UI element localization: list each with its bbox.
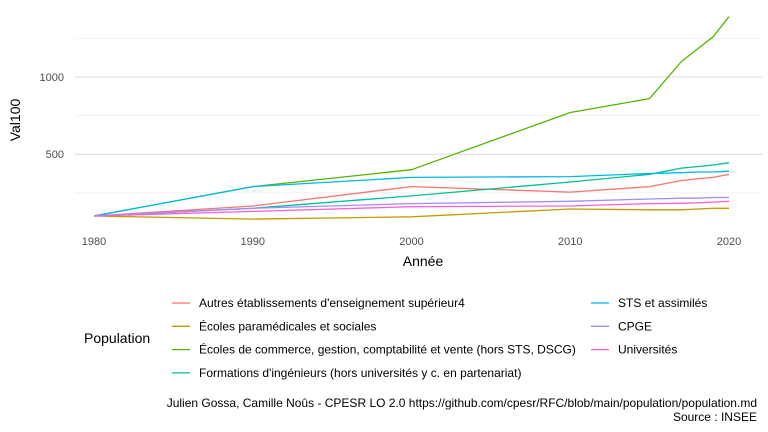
x-tick-labels: 1980 1990 2000 2010 2020: [82, 236, 741, 248]
y-tick-labels: 500 1000: [40, 72, 64, 161]
series-line-6: [93, 196, 729, 217]
series-line-1: [93, 173, 730, 217]
legend-item: Formations d'ingénieurs (hors université…: [172, 366, 521, 380]
y-tick-label: 1000: [40, 72, 64, 84]
legend-label: Autres établissements d'enseignement sup…: [199, 296, 465, 310]
legend-label: Écoles de commerce, gestion, comptabilit…: [199, 342, 576, 357]
series-line-4: [93, 162, 730, 217]
caption-credits: Julien Gossa, Camille Noûs - CPESR LO 2.…: [167, 396, 757, 410]
series-lines: [93, 16, 730, 220]
legend-label: Écoles paramédicales et sociales: [199, 318, 376, 333]
legend-item: Écoles de commerce, gestion, comptabilit…: [172, 342, 576, 357]
series-line-2: [93, 207, 729, 220]
series-line-7: [93, 200, 730, 217]
legend-label: Formations d'ingénieurs (hors université…: [199, 366, 521, 380]
legend-item: Universités: [591, 343, 677, 357]
caption-source: Source : INSEE: [673, 410, 757, 424]
x-tick-label: 2000: [399, 236, 423, 248]
legend-item: CPGE: [591, 319, 652, 333]
y-axis-title: Val100: [7, 99, 23, 142]
grid-lines: [75, 38, 762, 194]
x-tick-label: 1990: [241, 236, 265, 248]
legend-label: CPGE: [618, 319, 652, 333]
series-line-3: [93, 16, 730, 217]
legend-item: Écoles paramédicales et sociales: [172, 318, 376, 333]
x-tick-label: 1980: [82, 236, 106, 248]
series-line-5: [93, 170, 730, 217]
legend-items: Autres établissements d'enseignement sup…: [172, 296, 707, 380]
legend-label: Universités: [618, 343, 677, 357]
legend: Population Autres établissements d'ensei…: [84, 296, 707, 380]
x-tick-label: 2010: [558, 236, 582, 248]
legend-title: Population: [84, 330, 150, 346]
x-axis-title: Année: [403, 253, 444, 269]
y-tick-label: 500: [46, 149, 64, 161]
legend-label: STS et assimilés: [618, 296, 707, 310]
legend-item: STS et assimilés: [591, 296, 707, 310]
legend-item: Autres établissements d'enseignement sup…: [172, 296, 465, 310]
x-tick-label: 2020: [717, 236, 741, 248]
